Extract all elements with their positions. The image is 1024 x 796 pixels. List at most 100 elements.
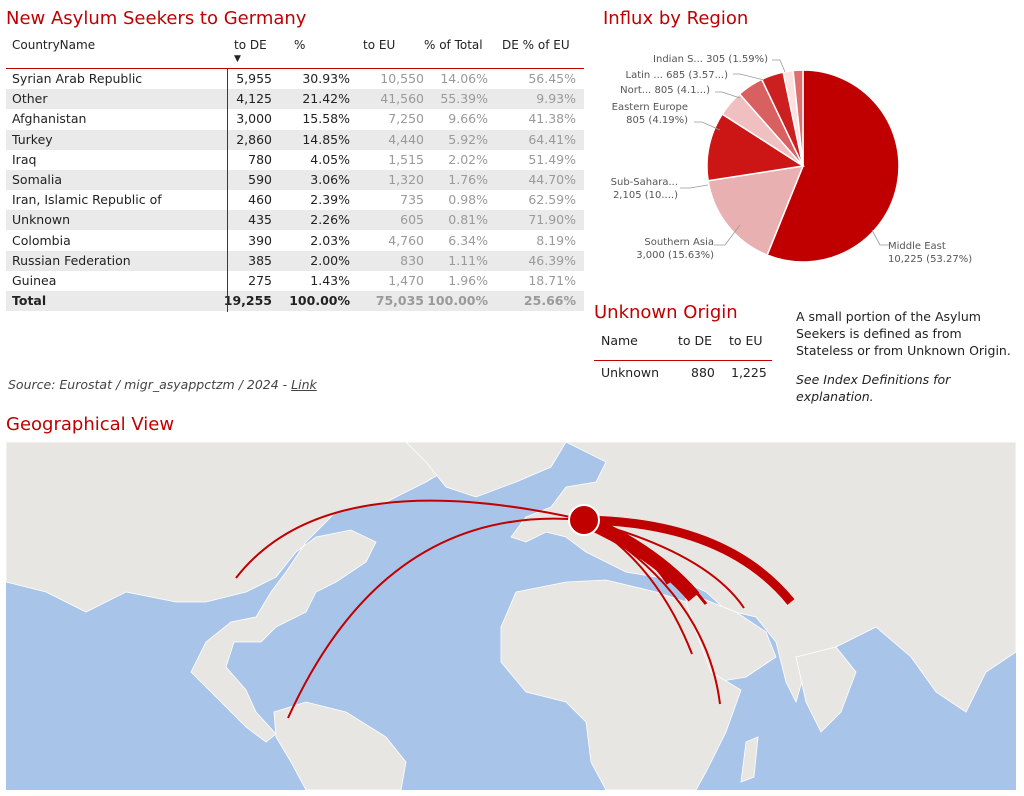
cell-pct: 2.00% [310,252,350,268]
unk-header-name[interactable]: Name [601,333,638,348]
cell-to-eu: 7,250 [388,111,424,127]
unk-divider [594,360,772,361]
cell-country: Syrian Arab Republic [12,71,143,86]
cell-de-pct-eu: 62.59% [528,192,576,208]
pie-label-latin: Latin ... 685 (3.57...) [626,70,729,81]
south-america-landmass [273,701,407,790]
unknown-origin-title: Unknown Origin [594,302,738,323]
pie-leader-line [714,224,741,246]
cell-to-eu: 4,440 [388,131,424,147]
pie-value-southern-asia: 3,000 (15.63%) [636,250,714,261]
table-row[interactable]: Turkey 2,860 14.85% 4,440 5.92% 64.41% [6,129,584,150]
cell-country: Guinea [12,273,57,288]
flow-colombia [287,517,585,719]
cell-to-eu: 10,550 [380,71,424,86]
cell-pct-total: 0.98% [448,192,488,208]
cell-to-eu: 1,470 [388,273,424,288]
pie-leader-line [772,59,786,73]
cell-de-pct-eu: 18.71% [528,273,576,288]
cell-pct-total: 6.34% [448,232,488,248]
cell-pct: 2.26% [310,212,350,228]
cell-to-eu: 1,320 [388,172,424,187]
note-text: A small portion of the Asylum Seekers is… [796,309,1011,358]
cell-pct-total: 14.06% [440,71,488,86]
cell-to-de: 19,255 [223,293,272,309]
germany-hub[interactable] [568,504,600,536]
pie-value-sub-sahara: 2,105 (10....) [613,190,678,201]
cell-de-pct-eu: 51.49% [528,151,576,167]
africa-landmass [500,579,742,790]
cell-to-eu: 1,515 [388,151,424,167]
source-link[interactable]: Link [291,377,317,392]
header-pct[interactable]: % [294,38,306,52]
source-note: Source: Eurostat / migr_asyappctzm / 202… [8,377,317,392]
table-row[interactable]: Syrian Arab Republic 5,955 30.93% 10,550 14.… [6,69,584,89]
cell-to-de: 385 [248,252,272,268]
pie-label-middle-east: Middle East [888,241,946,252]
sort-desc-icon[interactable]: ▼ [234,54,241,64]
land-masses [6,442,1016,790]
geo-map[interactable] [6,442,1016,790]
column-divider [227,68,228,312]
geo-title: Geographical View [6,414,175,435]
table-row[interactable]: Unknown 435 2.26% 605 0.81% 71.90% [6,210,584,231]
pie-label-southern-asia: Southern Asia [644,237,714,248]
pie-leader-line [680,184,709,189]
table-row[interactable]: Afghanistan 3,000 15.58% 7,250 9.66% 41.38% [6,109,584,129]
cell-country: Somalia [12,172,63,187]
cell-country: Unknown [12,212,71,228]
header-country[interactable]: CountryName [12,38,96,52]
cell-to-eu: 735 [400,192,424,208]
cell-pct: 3.06% [310,172,350,187]
header-to-eu[interactable]: to EU [363,38,396,52]
header-de-pct-eu[interactable]: DE % of EU [502,38,570,52]
cell-pct: 2.03% [310,232,350,248]
cell-to-de: 390 [248,232,272,248]
cell-de-pct-eu: 71.90% [528,212,576,228]
cell-de-pct-eu: 56.45% [528,71,576,86]
cell-de-pct-eu: 8.19% [536,232,576,248]
cell-de-pct-eu: 25.66% [523,293,576,309]
cell-to-de: 2,860 [236,131,272,147]
header-pct-total[interactable]: % of Total [424,38,483,52]
cell-to-eu: 605 [400,212,424,228]
cell-country: Total [12,293,47,309]
pie-label-north: Nort... 805 (4.1...) [620,85,710,96]
cell-to-de: 5,955 [236,71,272,86]
cell-pct-total: 9.66% [448,111,488,127]
table-row[interactable]: Somalia 590 3.06% 1,320 1.76% 44.70% [6,170,584,190]
pie-slice[interactable] [707,165,805,257]
cell-pct: 100.00% [289,293,350,309]
cell-country: Colombia [12,232,71,248]
flow-lines [235,499,795,719]
pie-slice[interactable] [766,69,900,263]
cell-country: Iraq [12,151,37,167]
table-row[interactable]: Iraq 780 4.05% 1,515 2.02% 51.49% [6,150,584,170]
pie-leader-line [733,73,765,81]
header-to-de[interactable]: to DE [234,38,267,52]
table-total-row[interactable]: Total 19,255 100.00% 75,035 100.00% 25.66% [6,291,584,312]
cell-pct-total: 0.81% [448,212,488,228]
table-row[interactable]: Other 4,125 21.42% 41,560 55.39% 9.93% [6,89,584,110]
table-row[interactable]: Iran, Islamic Republic of 460 2.39% 735 0.98… [6,190,584,210]
pie-leader-line [694,121,721,131]
cell-pct: 4.05% [310,151,350,167]
pie-value-middle-east: 10,225 (53.27%) [888,254,972,265]
cell-country: Russian Federation [12,252,131,268]
cell-to-eu: 41,560 [380,91,424,107]
cell-pct-total: 1.11% [448,252,488,268]
table-row[interactable]: Russian Federation 385 2.00% 830 1.11% 46.39% [6,250,584,271]
cell-pct: 2.39% [310,192,350,208]
unk-header-to-de[interactable]: to DE [678,333,713,348]
pie-slice[interactable] [706,113,806,182]
pie-label-eastern-europe: Eastern Europe [612,102,688,113]
unk-row-name: Unknown [601,365,660,380]
cell-country: Turkey [12,131,53,147]
flow-afghanistan [583,515,795,605]
unk-header-to-eu[interactable]: to EU [729,333,763,348]
table-row[interactable]: Colombia 390 2.03% 4,760 6.34% 8.19% [6,231,584,251]
unk-row-to-de: 880 [691,365,715,380]
pie-slice[interactable] [792,69,804,167]
table-row[interactable]: Guinea 275 1.43% 1,470 1.96% 18.71% [6,271,584,291]
main-title: New Asylum Seekers to Germany [6,8,307,29]
